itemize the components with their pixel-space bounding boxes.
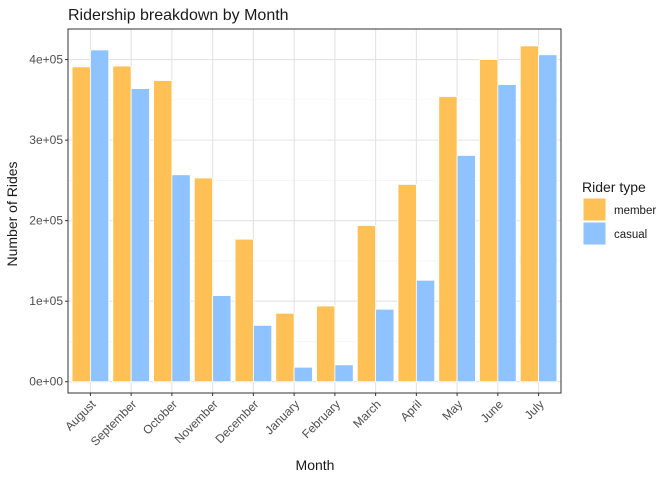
plot-panel bbox=[68, 29, 561, 393]
x-tick-label: March bbox=[350, 397, 383, 430]
bar-member bbox=[275, 312, 295, 383]
bar-casual bbox=[252, 324, 273, 383]
bar-member bbox=[71, 66, 91, 383]
x-tick-label: July bbox=[522, 397, 547, 422]
bar-member bbox=[438, 96, 458, 383]
bar-casual bbox=[171, 174, 191, 383]
plot-border bbox=[67, 28, 562, 394]
legend-label-casual: casual bbox=[614, 229, 647, 241]
bar-member bbox=[234, 238, 254, 383]
bar-member bbox=[519, 45, 539, 383]
chart-title: Ridership breakdown by Month bbox=[68, 7, 289, 24]
bar-casual bbox=[212, 295, 232, 383]
x-tick-label: October bbox=[140, 397, 180, 437]
bar-casual bbox=[415, 279, 436, 383]
y-axis-label: Number of Rides bbox=[4, 161, 20, 266]
x-tick-label: April bbox=[398, 397, 425, 424]
x-axis-label: Month bbox=[296, 457, 335, 473]
x-tick-label: June bbox=[478, 397, 507, 426]
y-tick-label: 3e+05 bbox=[29, 133, 63, 147]
bar-member bbox=[397, 184, 417, 383]
x-tick-label: January bbox=[262, 397, 302, 437]
legend-swatch-casual bbox=[582, 221, 607, 246]
x-tick-label: December bbox=[212, 397, 261, 446]
bar-casual bbox=[90, 49, 110, 383]
bar-casual bbox=[497, 84, 517, 383]
x-tick-label: November bbox=[172, 397, 221, 446]
bar-member bbox=[112, 65, 132, 383]
bar-casual bbox=[538, 54, 558, 383]
bars bbox=[71, 45, 558, 383]
bar-casual bbox=[375, 308, 395, 383]
y-tick-label: 2e+05 bbox=[29, 214, 63, 228]
x-tick-label: August bbox=[62, 397, 99, 434]
bar-casual bbox=[293, 366, 313, 383]
bar-member bbox=[316, 305, 336, 383]
y-tick-label: 4e+05 bbox=[29, 53, 63, 67]
bar-casual bbox=[456, 155, 476, 383]
y-tick-label: 0e+00 bbox=[29, 375, 63, 389]
bar-member bbox=[356, 225, 377, 383]
legend-title: Rider type bbox=[582, 179, 646, 195]
y-axis: 0e+00 1e+05 2e+05 3e+05 4e+05 bbox=[29, 53, 68, 389]
bar-member bbox=[479, 59, 499, 383]
bar-member bbox=[193, 177, 214, 383]
legend-label-member: member bbox=[614, 205, 656, 217]
bar-casual bbox=[334, 364, 354, 383]
bar-casual bbox=[130, 88, 150, 383]
legend-swatch-member bbox=[582, 197, 607, 222]
x-tick-label: February bbox=[299, 397, 343, 441]
bar-member bbox=[153, 80, 173, 383]
legend: Rider type member casual bbox=[582, 179, 656, 246]
y-tick-label: 1e+05 bbox=[29, 294, 63, 308]
x-tick-label: May bbox=[439, 397, 465, 423]
